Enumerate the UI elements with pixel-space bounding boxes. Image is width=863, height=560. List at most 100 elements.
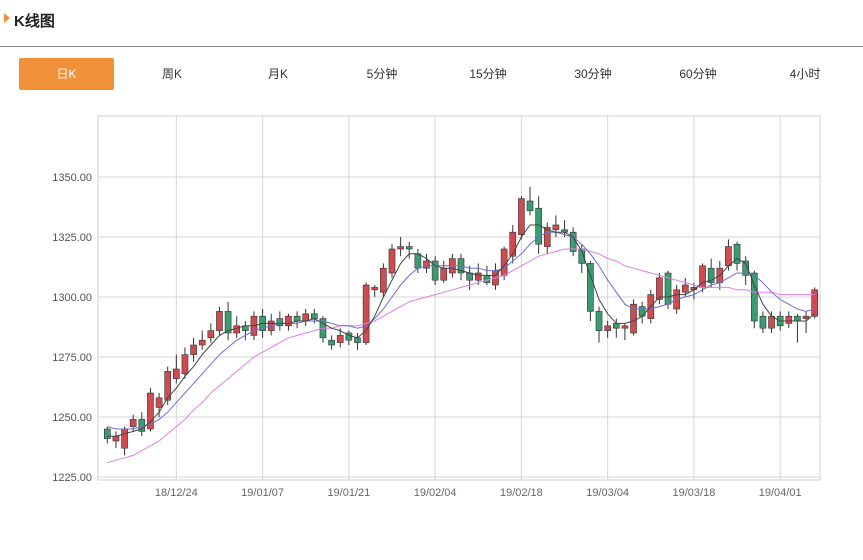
candle-body-up [552, 224, 560, 231]
candle [276, 311, 284, 331]
candle [742, 256, 749, 285]
candle-body-down [483, 275, 491, 283]
candle-body-up [388, 248, 396, 274]
candle [630, 299, 637, 336]
candle-body-up [785, 315, 793, 324]
tab-30min[interactable]: 30分钟 [574, 67, 612, 81]
x-tick-label: 19/01/07 [241, 487, 284, 499]
candle-body-up [233, 325, 241, 334]
y-tick-label: 1350.00 [52, 172, 92, 184]
candle-body-down [526, 200, 534, 211]
candle-body-up [768, 315, 775, 329]
candle-body-down [354, 337, 361, 343]
candle [423, 253, 430, 273]
candle [371, 285, 379, 297]
tab-15min[interactable]: 15分钟 [469, 67, 507, 81]
candle-body-up [725, 246, 732, 267]
x-tick-label: 19/03/04 [586, 487, 629, 499]
candle-body-down [293, 315, 301, 322]
tab-5min[interactable]: 5分钟 [366, 67, 398, 81]
candle-body-up [630, 303, 637, 334]
candle [595, 306, 603, 343]
candle-body-up [509, 231, 517, 257]
candle-body-up [371, 287, 379, 291]
candle [785, 311, 793, 329]
candle-body-up [198, 339, 206, 346]
candle [388, 244, 396, 278]
tab-weekly-k[interactable]: 周K [161, 67, 182, 81]
panel-header: K线图 [0, 0, 863, 47]
x-tick-label: 19/02/18 [500, 487, 543, 499]
candle-body-up [164, 371, 172, 401]
caret-right-icon [4, 13, 10, 23]
candle [518, 196, 525, 240]
candle-body-down [328, 339, 335, 346]
candle [155, 393, 163, 417]
y-tick-label: 1325.00 [52, 232, 92, 244]
candle [405, 241, 413, 259]
plot-area [97, 115, 821, 481]
candle-body-down [311, 313, 318, 319]
candle [380, 263, 387, 297]
candle [328, 335, 335, 350]
candle [362, 282, 370, 345]
candle-body-up [362, 284, 370, 343]
candle-body-up [802, 315, 810, 319]
candle [103, 426, 111, 444]
tab-daily-k[interactable]: 日K [19, 58, 114, 90]
candle-body-up [656, 277, 663, 300]
candle [681, 277, 689, 297]
candle-body-down [405, 246, 413, 250]
x-tick-label: 19/03/18 [673, 487, 716, 499]
candle-body-down [595, 311, 603, 331]
tab-4hour[interactable]: 4小时 [789, 67, 821, 81]
candle [759, 311, 767, 333]
candle [707, 258, 715, 288]
candle [190, 337, 197, 362]
candle [164, 366, 172, 405]
candle-body-up [112, 435, 120, 442]
candle-body-down [638, 306, 646, 317]
candle-body-up [440, 267, 448, 281]
candle [207, 323, 215, 343]
candle-body-down [414, 253, 422, 269]
candle-body-up [518, 198, 525, 235]
candle [198, 330, 206, 350]
candle [216, 306, 223, 336]
candle-body-up [207, 330, 215, 339]
x-tick-label: 18/12/24 [155, 487, 198, 499]
candle-body-down [224, 311, 232, 334]
candle [224, 301, 232, 341]
candle-body-down [794, 315, 801, 322]
candle-body-up [147, 392, 154, 430]
candle [621, 323, 629, 341]
panel-title: K线图 [14, 13, 55, 30]
candle-body-up [216, 311, 223, 331]
candle [733, 241, 741, 271]
tab-60min[interactable]: 60分钟 [679, 67, 717, 81]
x-tick-label: 19/01/21 [327, 487, 370, 499]
candle [173, 354, 180, 384]
candle-body-down [742, 260, 749, 276]
candle-body-up [181, 354, 189, 375]
candle [604, 321, 611, 338]
candle [587, 261, 594, 321]
ma-mid-line [107, 231, 815, 430]
candle-body-down [587, 263, 594, 312]
candle-body-up [474, 272, 482, 281]
candle-body-down [103, 428, 111, 439]
x-tick-label: 19/02/04 [414, 487, 457, 499]
ma-fast-line [107, 224, 816, 437]
tab-monthly-k[interactable]: 月K [267, 67, 288, 81]
candle [552, 215, 560, 237]
candle-body-up [173, 368, 180, 379]
candle [543, 222, 551, 254]
y-tick-label: 1300.00 [52, 292, 92, 304]
candle-body-down [612, 323, 620, 329]
candle-body-up [285, 315, 292, 327]
candle [474, 263, 482, 285]
candle [750, 270, 758, 329]
candle [285, 313, 292, 331]
candle-body-up [121, 428, 128, 449]
candle-body-up [681, 284, 689, 293]
